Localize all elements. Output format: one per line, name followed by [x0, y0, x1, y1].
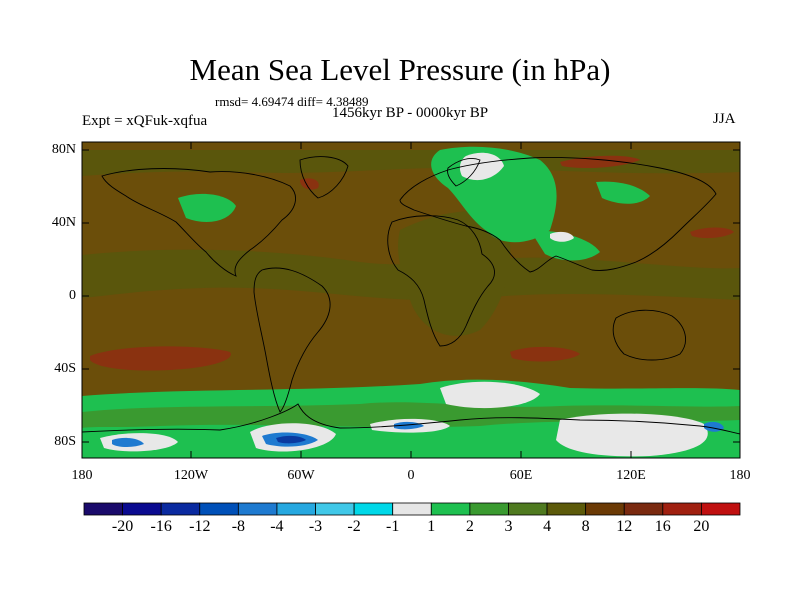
white-iran — [550, 231, 574, 242]
colorbar-box — [276, 502, 316, 516]
colorbar-box — [508, 502, 548, 516]
colorbar-box — [662, 502, 702, 516]
blue-ross-sea — [112, 437, 144, 447]
colorbar-label: 3 — [504, 518, 513, 535]
colorbar-box — [469, 502, 509, 516]
colorbar-box — [122, 502, 162, 516]
rmsd-diff-stats: rmsd= 4.69474 diff= 4.38489 — [215, 94, 369, 109]
green-middle-east — [530, 230, 600, 261]
coastline-south-america — [253, 267, 331, 413]
x-axis-label-60w: 60W — [287, 468, 315, 483]
colorbar-label: -8 — [231, 518, 246, 535]
axis-ticks — [82, 142, 740, 458]
anomaly-arctic-east — [560, 155, 640, 168]
x-axis-label-0: 0 — [407, 468, 415, 483]
y-axis-label-40n: 40N — [51, 215, 76, 230]
coastline-north-america — [101, 168, 297, 277]
colorbar-box — [701, 502, 741, 516]
coastline-australia — [612, 309, 687, 361]
time-period-subtitle: 1456kyr BP - 0000kyr BP — [331, 105, 489, 121]
white-south-atlantic — [440, 381, 540, 409]
green-north-america — [178, 193, 236, 222]
navy-west-antarctica — [276, 435, 306, 444]
x-axis-label-180e: 180 — [729, 468, 751, 483]
colorbar-label: 8 — [581, 518, 590, 535]
experiment-label: Expt = xQFuk-xqfua — [82, 113, 208, 129]
y-axis-label-40s: 40S — [54, 361, 76, 376]
anomaly-south-indian — [510, 346, 580, 362]
colorbar-box — [392, 502, 432, 516]
green-east-asia — [596, 181, 650, 204]
coastline-antarctica — [81, 403, 741, 435]
colorbar-box — [353, 502, 394, 516]
colorbar-label: -20 — [111, 518, 134, 535]
colorbar-label: 12 — [616, 518, 633, 535]
white-antarctica-east — [556, 413, 708, 457]
colorbar-label: 16 — [654, 518, 671, 535]
colorbar-box — [160, 502, 201, 516]
contour-field — [82, 142, 740, 458]
olive-band-north — [82, 150, 740, 176]
x-axis-label-120e: 120E — [616, 468, 646, 483]
anomaly-south-pacific — [90, 346, 231, 371]
coastline-scandinavia — [447, 157, 481, 187]
colorbar-box — [199, 502, 239, 516]
colorbar-box — [83, 502, 123, 516]
season-label: JJA — [713, 111, 736, 127]
colorbar-box — [546, 502, 587, 516]
x-axis-label-180w: 180 — [71, 468, 93, 483]
y-axis-label-80s: 80S — [54, 434, 76, 449]
colorbar-box — [430, 502, 471, 516]
olive-band-africa — [398, 210, 511, 336]
colorbar-label: -16 — [150, 518, 172, 535]
colorbar-label: -2 — [347, 518, 361, 535]
coastline-africa — [387, 215, 495, 347]
colorbar-box — [585, 502, 625, 516]
colorbar-box — [237, 502, 278, 516]
colorbar-label: -12 — [189, 518, 211, 535]
coastline-eurasia — [399, 157, 717, 273]
x-axis-label-60e: 60E — [509, 468, 533, 483]
colorbar-label: 4 — [543, 518, 552, 535]
y-axis-label-0: 0 — [69, 288, 76, 303]
colorbar-box — [315, 502, 355, 516]
colorbar — [83, 502, 741, 516]
colorbar-label: 20 — [693, 518, 710, 535]
colorbar-label: -4 — [270, 518, 284, 535]
coastline-greenland — [299, 156, 349, 199]
colorbar-box — [623, 502, 664, 516]
colorbar-label: 1 — [427, 518, 436, 535]
colorbar-label: -1 — [386, 518, 400, 535]
white-scandinavia — [459, 152, 504, 181]
anomaly-pacific-north — [690, 227, 734, 239]
x-axis-label-120w: 120W — [173, 468, 209, 483]
coastlines — [81, 156, 741, 435]
y-axis-label-80n: 80N — [51, 142, 76, 157]
chart-title: Mean Sea Level Pressure (in hPa) — [189, 52, 611, 87]
colorbar-label: 2 — [465, 518, 474, 535]
colorbar-label: -3 — [308, 518, 323, 535]
